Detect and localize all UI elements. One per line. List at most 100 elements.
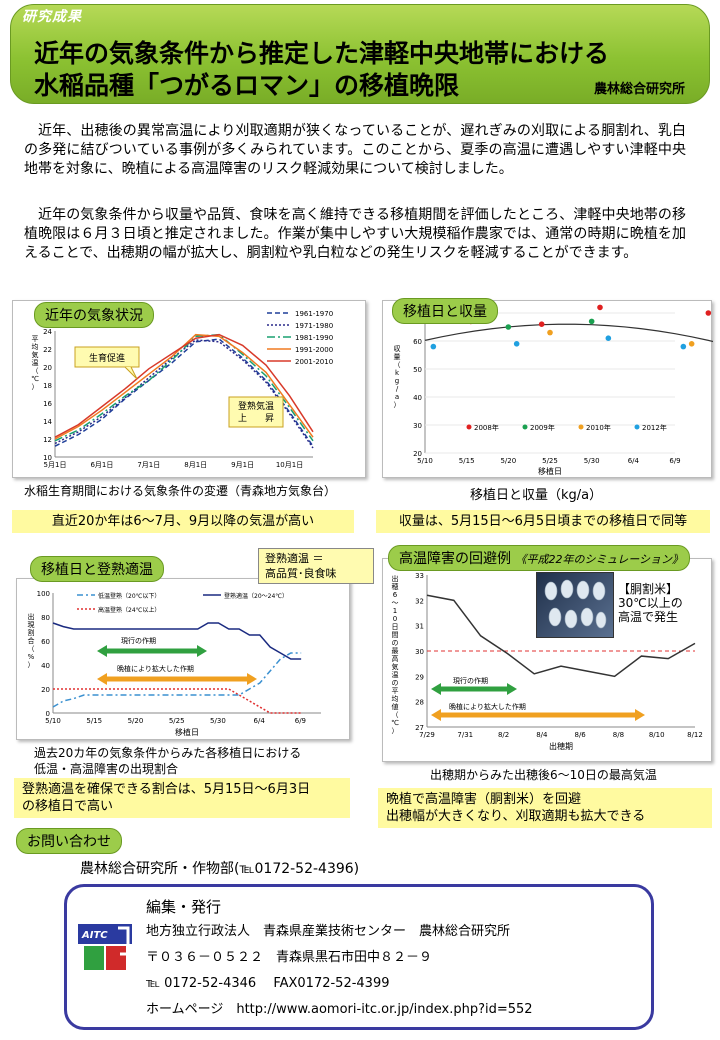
yield-x-tick: 6/4	[628, 457, 640, 465]
weather-legend-label: 1961-1970	[295, 310, 333, 318]
yield-panel-title: 移植日と収量	[392, 298, 498, 324]
ripening-x-tick: 5/25	[169, 717, 185, 725]
ripening-y-label: 出現割合（%）	[28, 612, 35, 669]
ripening-x-tick: 5/15	[86, 717, 102, 725]
extended-season-arrow-left	[97, 673, 107, 685]
weather-y-tick: 20	[43, 364, 52, 372]
ripening-series-line	[52, 652, 302, 708]
extended-season-arrow-right	[247, 673, 257, 685]
weather-y-tick: 24	[43, 328, 52, 336]
heat-x-tick: 8/2	[498, 731, 509, 739]
weather-summary: 直近20か年は6～7月、9月以降の気温が高い	[12, 510, 354, 533]
normal-season-arrow-left	[97, 645, 107, 657]
yield-x-tick: 5/15	[459, 457, 475, 465]
heat-summary-line2: 出穂幅が大きくなり、刈取適期も拡大できる	[386, 809, 646, 824]
badge-research-result: 研究成果	[22, 9, 82, 25]
yield-trend-curve	[424, 323, 720, 344]
heat-chart-panel: 27 28 29 30 31 32 33 7/29 7/31 8/2 8/4 8/6 8/8 8/10 8/…	[382, 558, 712, 762]
heat-summary-line1: 晩植で高温障害（胴割米）を回避	[386, 792, 582, 807]
weather-caption: 水稲生育期間における気象条件の変遷（青森地方気象台）	[24, 484, 337, 498]
yield-data-point	[538, 321, 545, 327]
heat-summary: 晩植で高温障害（胴割米）を回避 出穂幅が大きくなり、刈取適期も拡大できる	[378, 788, 712, 828]
yield-y-tick: 50	[413, 366, 422, 374]
yield-x-tick: 5/30	[584, 457, 600, 465]
yield-y-label: 収量（ k g / a）	[394, 345, 401, 409]
yield-x-tick: 5/25	[542, 457, 558, 465]
yield-data-point	[430, 343, 437, 350]
yield-x-tick: 5/20	[500, 457, 516, 465]
page-title-line1: 近年の気象条件から推定した津軽中央地帯における	[34, 39, 610, 68]
contact-title: お問い合わせ	[16, 828, 122, 854]
heat-series-line	[426, 594, 696, 678]
intro-paragraph-1: 近年、出穂後の異常高温により刈取適期が狭くなっていることが、遅れぎみの刈取による…	[24, 123, 686, 177]
heat-y-tick: 27	[415, 724, 424, 732]
footer-line2: 〒０３６－０５２２ 青森県黒石市田中８２－９	[146, 950, 433, 965]
extended-season-label: 晩植により拡大した作期	[117, 664, 194, 673]
cracked-rice-photo	[536, 572, 614, 638]
weather-x-tick: 8月1日	[184, 461, 207, 469]
weather-series-line	[54, 333, 314, 442]
footer-line1: 地方独立行政法人 青森県産業技術センター 農林総合研究所	[146, 924, 511, 939]
contact-text: 農林総合研究所・作物部(℡0172-52-4396)	[80, 861, 360, 877]
weather-panel-title: 近年の気象状況	[34, 302, 154, 328]
weather-series-line	[54, 338, 314, 447]
weather-y-tick: 12	[43, 436, 52, 444]
ripening-temp-callout-line2: 上 昇	[238, 413, 274, 424]
heat-extended-label: 晩植により拡大した作期	[449, 702, 526, 711]
ripening-series-line	[53, 688, 302, 714]
heat-chart: 27 28 29 30 31 32 33 7/29 7/31 8/2 8/4 8/6 8/8 8/10 8/…	[391, 572, 703, 751]
ripening-x-tick: 6/4	[254, 717, 266, 725]
yield-y-tick: 40	[413, 394, 422, 402]
ripening-panel-title: 移植日と登熟適温	[30, 556, 164, 582]
growth-callout-text: 生育促進	[89, 352, 125, 364]
heat-x-tick: 8/6	[575, 731, 587, 739]
weather-series-line	[54, 339, 314, 449]
ripening-legend-label: 低温登熟（20℃以下）	[98, 592, 160, 600]
ripening-y-tick: 0	[46, 710, 50, 718]
optimal-temp-callout: 登熟適温 ＝ 高品質･良食味	[258, 548, 374, 584]
aitc-logo: AITC	[78, 924, 132, 972]
weather-y-tick: 22	[43, 346, 52, 354]
ripening-chart: 0 20 40 60 80 100 5/10 5/15 5/20 5/25 5/30 6/4 6/9 低温…	[28, 590, 321, 737]
yield-data-point	[605, 335, 612, 341]
weather-series-line	[54, 333, 314, 438]
weather-y-tick: 14	[43, 418, 52, 426]
yield-legend-label: 2009年	[530, 423, 555, 432]
ripening-y-tick: 80	[41, 614, 50, 622]
yield-data-point	[505, 324, 512, 330]
heat-x-tick: 8/4	[536, 731, 548, 739]
yield-data-point	[597, 304, 603, 311]
ripening-chart-panel: 0 20 40 60 80 100 5/10 5/15 5/20 5/25 5/30 6/4 6/9 低温…	[16, 578, 350, 740]
weather-y-tick: 18	[43, 382, 52, 390]
heat-x-tick: 8/10	[649, 731, 665, 739]
normal-season-label: 現行の作期	[121, 636, 156, 645]
heat-normal-arrow-right	[507, 683, 517, 695]
weather-y-tick: 10	[43, 454, 52, 462]
yield-data-point	[588, 318, 595, 325]
ripening-x-tick: 5/30	[210, 717, 226, 725]
weather-legend-label: 1981-1990	[295, 334, 333, 342]
heat-subtitle: 《平成22年のシミュレーション》	[515, 553, 684, 566]
heat-normal-arrow-left	[431, 683, 441, 695]
yield-x-label: 移植日	[538, 466, 562, 476]
ripening-y-tick: 40	[41, 662, 50, 670]
rice-grains-image	[544, 579, 607, 629]
ripening-y-tick: 100	[37, 590, 50, 598]
yield-legend-marker	[522, 424, 528, 430]
ripening-x-tick: 5/10	[45, 717, 61, 725]
aitc-logo-mark: AITC	[78, 924, 132, 970]
heat-x-tick: 7/29	[419, 731, 435, 739]
yield-data-point	[688, 341, 695, 347]
heat-y-tick: 28	[415, 699, 424, 707]
ripening-x-label: 移植日	[175, 727, 199, 737]
cracked-rice-label: 【胴割米】 30℃以上の 高温で発生	[618, 582, 683, 624]
yield-x-tick: 5/10	[417, 457, 433, 465]
heat-x-label: 出穂期	[549, 741, 573, 751]
weather-chart-panel: 10 12 14 16 18 20 22 24 5月1日 6月1日 7月1日 8月1日 9月1日 10月1…	[12, 300, 366, 478]
heat-extended-arrow-right	[635, 709, 645, 721]
weather-y-label: 平均気温（℃）	[31, 335, 39, 391]
weather-x-tick: 6月1日	[90, 461, 113, 469]
heat-y-tick: 29	[415, 673, 424, 681]
ripening-x-tick: 5/20	[128, 717, 144, 725]
yield-data-point	[705, 310, 712, 316]
